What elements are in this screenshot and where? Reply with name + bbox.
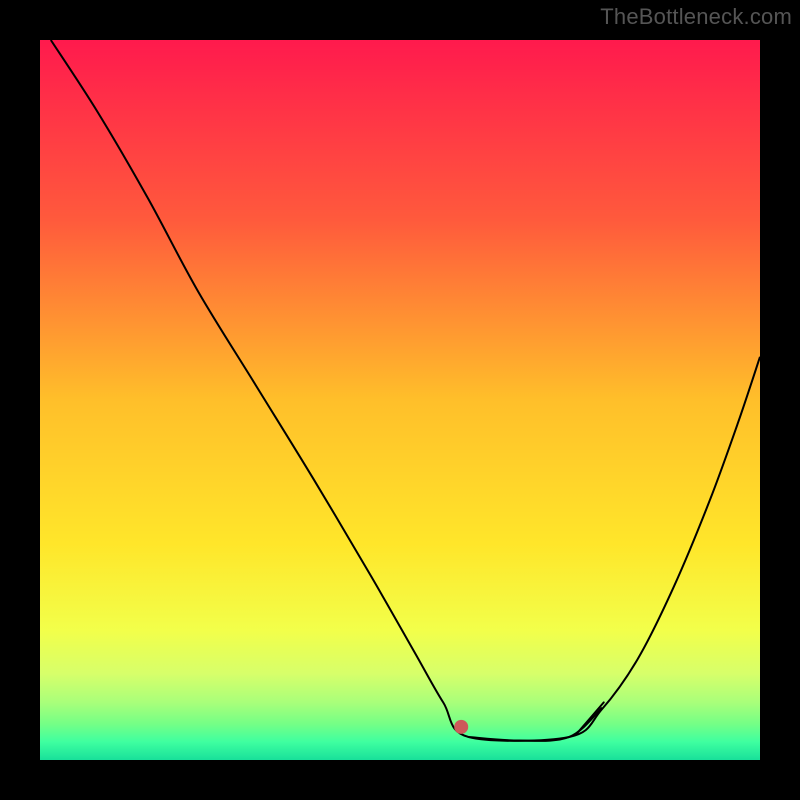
highlight-dot (454, 720, 468, 734)
highlight-line (468, 708, 601, 741)
highlight-tail (576, 702, 603, 734)
curve-svg (40, 40, 760, 760)
bottleneck-curve (51, 40, 760, 741)
figure-frame: TheBottleneck.com (0, 0, 800, 800)
plot-area (40, 40, 760, 760)
watermark-text: TheBottleneck.com (600, 4, 792, 30)
